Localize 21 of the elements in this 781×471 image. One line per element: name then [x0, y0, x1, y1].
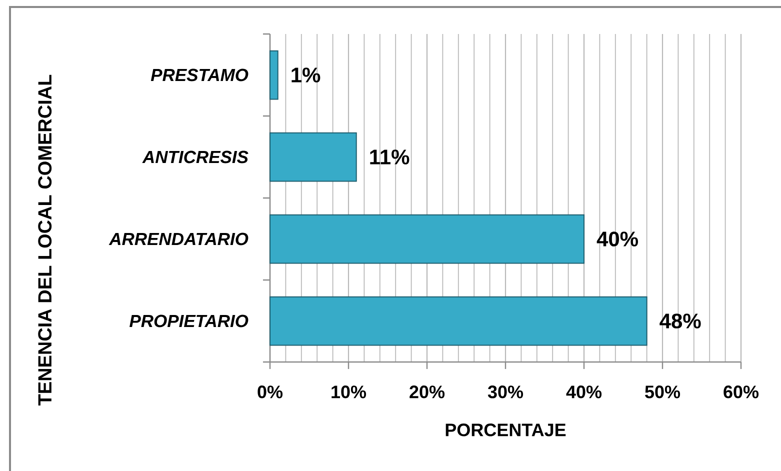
- x-tick-label: 10%: [332, 386, 366, 398]
- x-tick-label: 40%: [566, 386, 602, 398]
- y-tick-label: ARRENDATARIO: [108, 232, 248, 246]
- bar: [270, 132, 357, 182]
- bar: [270, 50, 278, 100]
- data-label: 1%: [292, 68, 320, 82]
- x-tick-label: 60%: [724, 386, 759, 398]
- bar: [270, 214, 584, 264]
- bar: [270, 296, 648, 346]
- x-axis-title: PORCENTAJE: [446, 424, 566, 436]
- x-tick-label: 20%: [410, 386, 445, 398]
- x-tick-label: 30%: [488, 386, 524, 398]
- y-axis-title: TENENCIA DEL LOCAL COMERCIAL: [38, 74, 52, 406]
- data-label: 40%: [596, 232, 638, 246]
- x-tick-label: 0%: [258, 386, 283, 398]
- y-tick-label: ANTICRESIS: [142, 150, 248, 164]
- data-label: 11%: [370, 150, 410, 164]
- data-label: 48%: [660, 314, 701, 328]
- y-tick-label: PROPIETARIO: [130, 314, 248, 328]
- x-tick-label: 50%: [645, 386, 680, 398]
- y-tick-label: PRESTAMO: [150, 68, 248, 82]
